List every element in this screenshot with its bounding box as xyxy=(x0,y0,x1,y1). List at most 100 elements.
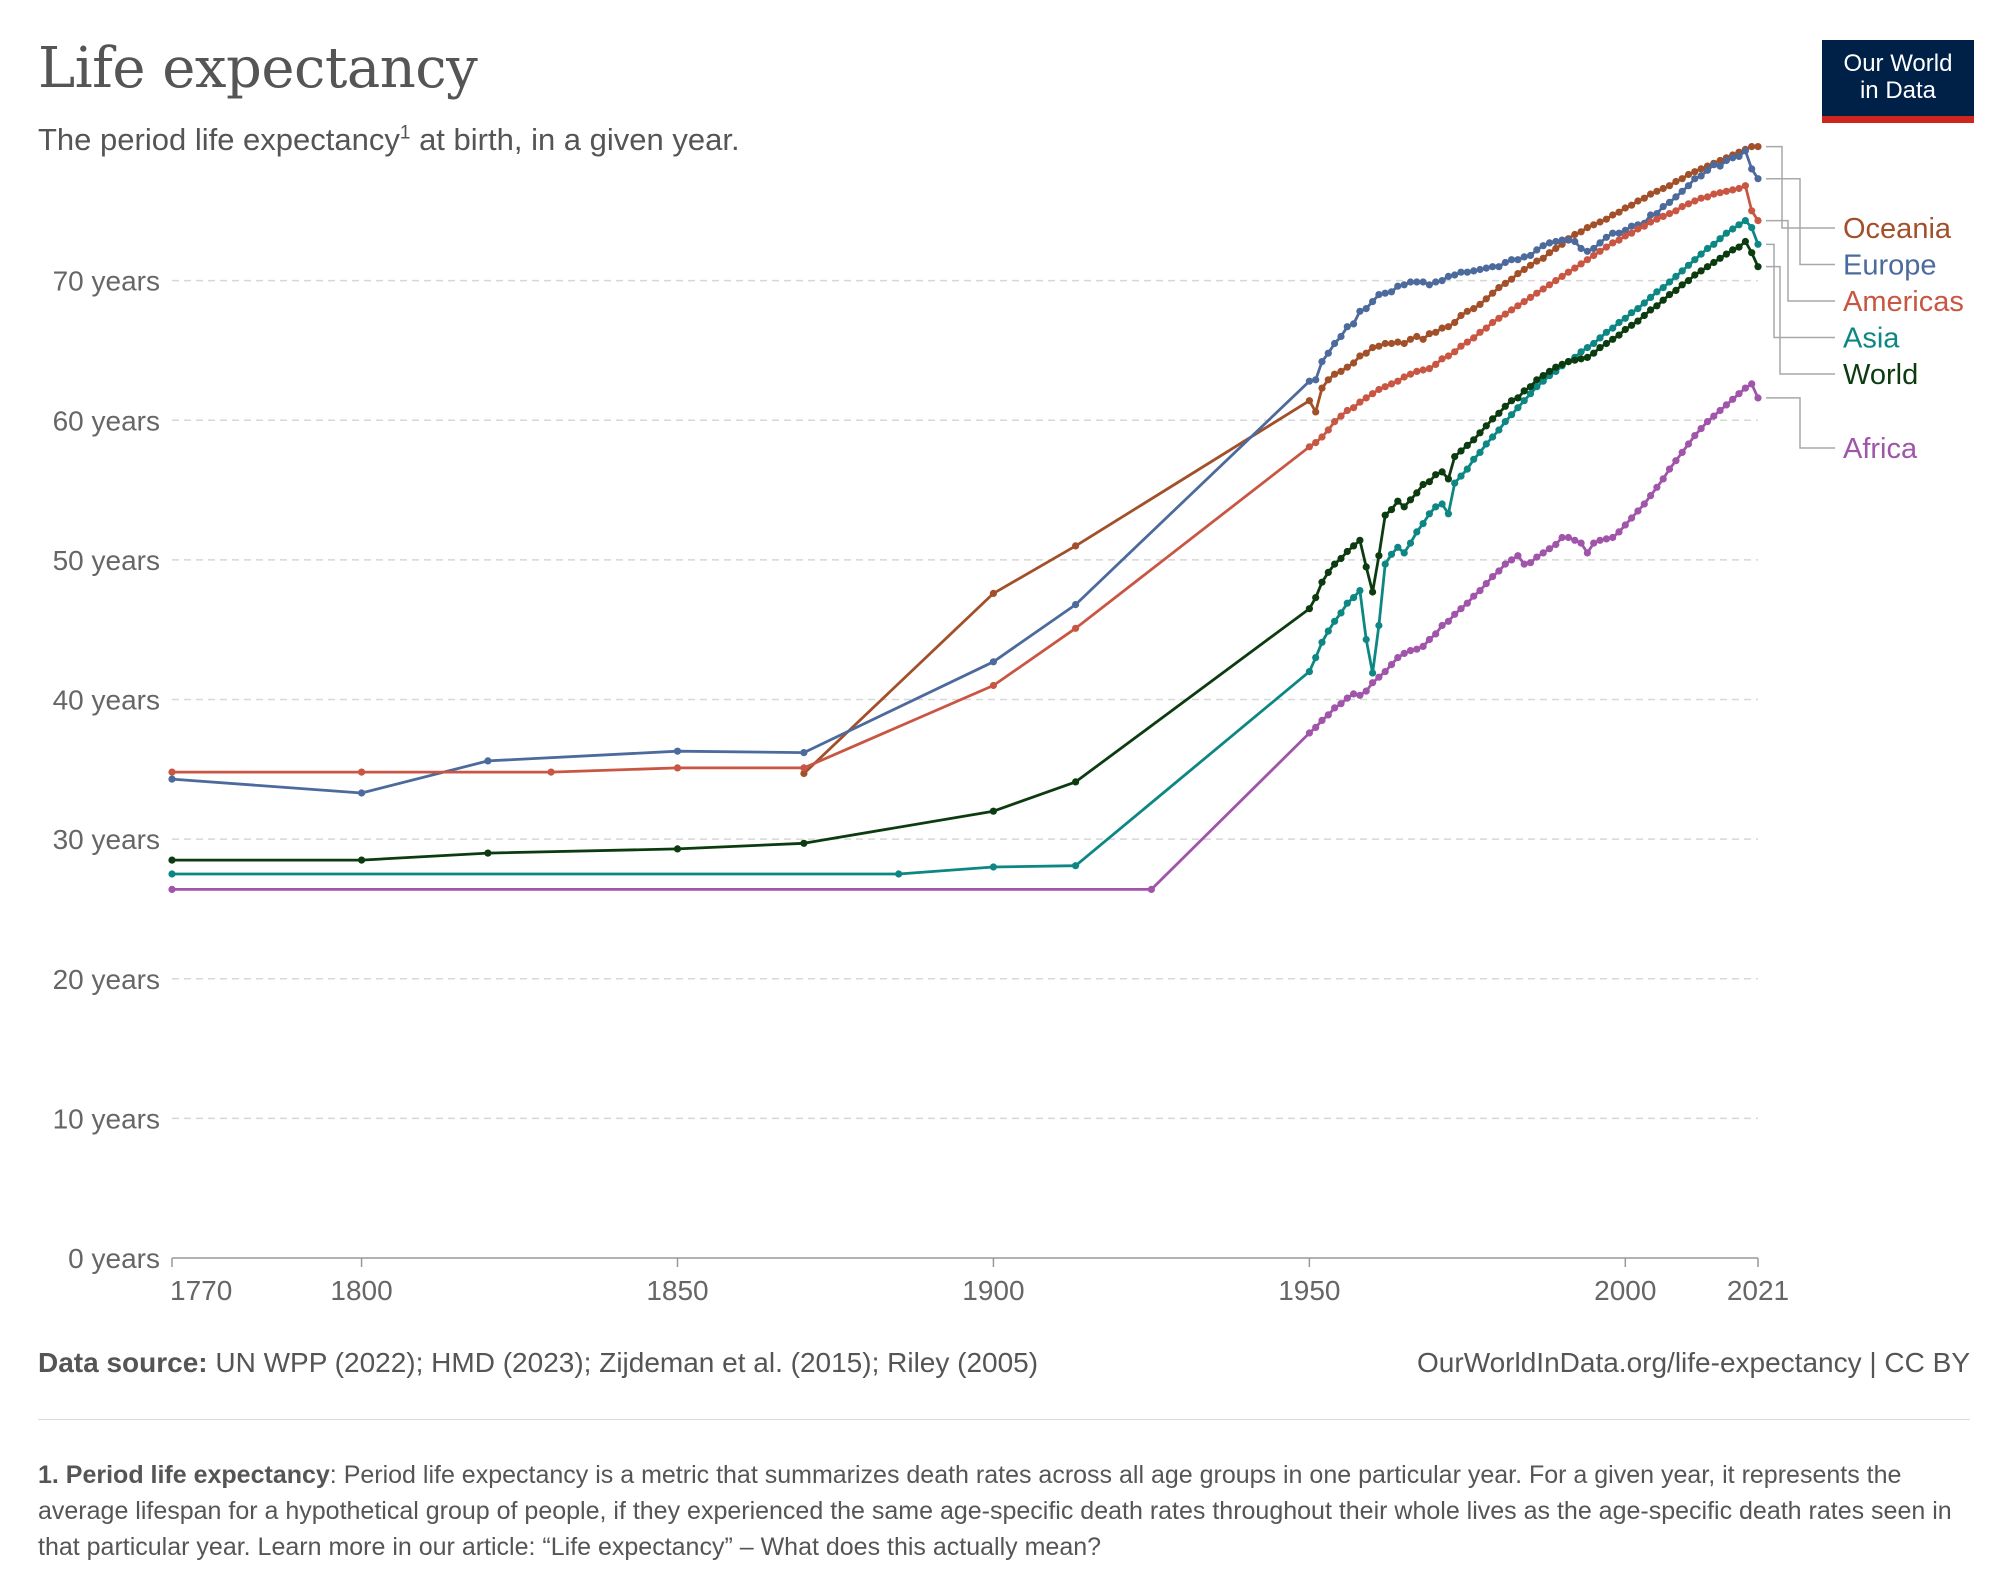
data-point[interactable] xyxy=(1501,258,1509,267)
data-point[interactable] xyxy=(1678,187,1686,195)
data-point[interactable] xyxy=(1375,621,1383,630)
data-point[interactable] xyxy=(1615,236,1623,244)
data-point[interactable] xyxy=(1419,366,1427,374)
data-point[interactable] xyxy=(1691,271,1699,279)
data-point[interactable] xyxy=(1463,338,1471,346)
data-point[interactable] xyxy=(1312,439,1320,447)
data-point[interactable] xyxy=(1406,539,1415,547)
data-point[interactable] xyxy=(1647,190,1655,198)
data-point[interactable] xyxy=(1406,278,1415,286)
data-point[interactable] xyxy=(1362,563,1370,571)
data-point[interactable] xyxy=(1072,601,1080,609)
data-point[interactable] xyxy=(1444,272,1452,280)
data-point[interactable] xyxy=(1356,691,1364,699)
series-label-asia[interactable]: Asia xyxy=(1843,323,1900,355)
data-point[interactable] xyxy=(1400,339,1408,348)
data-point[interactable] xyxy=(1526,390,1535,398)
data-point[interactable] xyxy=(1369,669,1377,677)
data-point[interactable] xyxy=(1362,687,1370,695)
data-point[interactable] xyxy=(1533,246,1541,254)
data-point[interactable] xyxy=(1659,212,1667,220)
data-point[interactable] xyxy=(1703,244,1712,253)
data-point[interactable] xyxy=(1362,305,1370,313)
data-point[interactable] xyxy=(1312,723,1320,732)
data-point[interactable] xyxy=(1381,339,1389,348)
data-point[interactable] xyxy=(1400,549,1408,557)
data-point[interactable] xyxy=(1748,165,1756,173)
data-point[interactable] xyxy=(1602,328,1610,336)
data-point[interactable] xyxy=(1394,654,1402,662)
data-point[interactable] xyxy=(1362,349,1370,357)
data-point[interactable] xyxy=(1501,560,1509,568)
data-point[interactable] xyxy=(1324,568,1332,577)
data-point[interactable] xyxy=(1501,418,1509,426)
data-point[interactable] xyxy=(1520,560,1528,568)
data-point[interactable] xyxy=(1558,360,1566,368)
data-point[interactable] xyxy=(1741,237,1749,246)
data-point[interactable] xyxy=(1318,358,1326,366)
data-point[interactable] xyxy=(1451,271,1459,279)
data-point[interactable] xyxy=(1381,668,1389,676)
data-point[interactable] xyxy=(800,749,808,757)
data-point[interactable] xyxy=(1495,567,1503,575)
data-point[interactable] xyxy=(1463,268,1471,276)
data-point[interactable] xyxy=(1741,147,1749,155)
data-point[interactable] xyxy=(1147,885,1155,894)
data-point[interactable] xyxy=(989,863,998,871)
data-point[interactable] xyxy=(1628,309,1636,317)
data-point[interactable] xyxy=(1703,193,1712,201)
data-point[interactable] xyxy=(1571,264,1579,272)
data-point[interactable] xyxy=(1741,182,1749,190)
data-point[interactable] xyxy=(358,789,366,797)
data-point[interactable] xyxy=(1520,397,1528,405)
data-point[interactable] xyxy=(168,856,176,864)
data-point[interactable] xyxy=(1362,635,1370,644)
data-point[interactable] xyxy=(1647,492,1655,500)
data-point[interactable] xyxy=(1394,543,1402,551)
data-point[interactable] xyxy=(1369,390,1377,398)
data-point[interactable] xyxy=(1659,284,1667,292)
data-point[interactable] xyxy=(1343,406,1351,415)
data-point[interactable] xyxy=(1072,778,1080,786)
data-point[interactable] xyxy=(1508,556,1516,564)
data-point[interactable] xyxy=(1684,440,1693,448)
data-point[interactable] xyxy=(1476,328,1484,336)
data-point[interactable] xyxy=(1710,190,1718,198)
data-point[interactable] xyxy=(1495,284,1503,292)
data-point[interactable] xyxy=(1356,587,1364,595)
data-point[interactable] xyxy=(484,757,492,765)
data-point[interactable] xyxy=(1577,244,1585,253)
data-point[interactable] xyxy=(1331,560,1339,568)
data-point[interactable] xyxy=(1577,260,1585,268)
data-point[interactable] xyxy=(1394,497,1402,505)
data-point[interactable] xyxy=(1539,242,1547,250)
data-point[interactable] xyxy=(1545,239,1554,247)
data-point[interactable] xyxy=(1628,201,1636,209)
data-point[interactable] xyxy=(1331,339,1339,348)
data-point[interactable] xyxy=(1362,394,1370,402)
data-point[interactable] xyxy=(1470,334,1478,342)
data-point[interactable] xyxy=(1438,355,1446,363)
data-point[interactable] xyxy=(895,870,903,878)
data-point[interactable] xyxy=(1545,367,1554,375)
data-point[interactable] xyxy=(1476,265,1484,274)
data-point[interactable] xyxy=(1596,334,1604,342)
data-point[interactable] xyxy=(1621,204,1629,212)
data-point[interactable] xyxy=(1463,465,1471,473)
data-point[interactable] xyxy=(1539,549,1547,557)
series-label-europe[interactable]: Europe xyxy=(1843,250,1937,282)
data-point[interactable] xyxy=(1444,352,1452,360)
data-point[interactable] xyxy=(1526,383,1535,391)
data-point[interactable] xyxy=(1659,475,1667,483)
data-point[interactable] xyxy=(1691,175,1699,183)
data-point[interactable] xyxy=(1400,503,1408,511)
series-africa[interactable] xyxy=(168,380,1762,894)
data-point[interactable] xyxy=(1754,217,1762,225)
data-point[interactable] xyxy=(1615,318,1623,327)
data-point[interactable] xyxy=(1337,700,1345,708)
data-point[interactable] xyxy=(1640,222,1648,230)
data-point[interactable] xyxy=(1369,679,1377,687)
data-point[interactable] xyxy=(1583,256,1591,264)
data-point[interactable] xyxy=(1754,263,1762,271)
data-point[interactable] xyxy=(1476,587,1484,595)
